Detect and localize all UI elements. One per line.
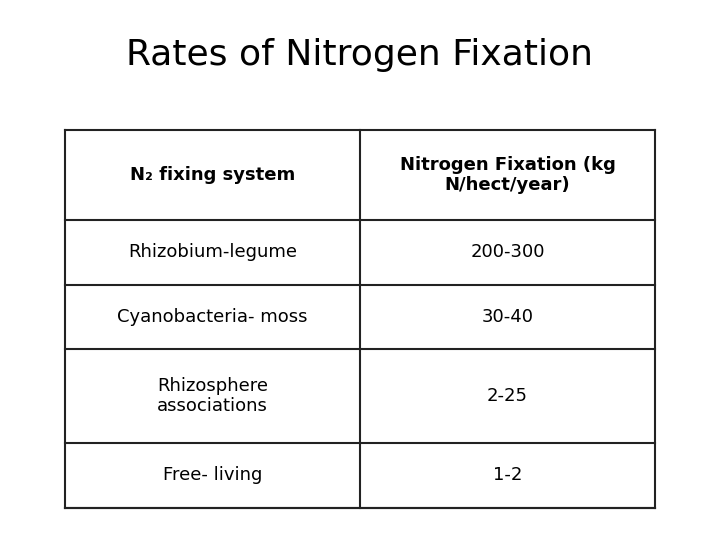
Text: N₂ fixing system: N₂ fixing system [130,166,295,184]
Text: Free- living: Free- living [163,467,262,484]
Text: 200-300: 200-300 [470,244,545,261]
Text: 1-2: 1-2 [493,467,522,484]
Text: Nitrogen Fixation (kg
N/hect/year): Nitrogen Fixation (kg N/hect/year) [400,156,616,194]
Text: Rhizosphere
associations: Rhizosphere associations [157,377,268,415]
Text: Cyanobacteria- moss: Cyanobacteria- moss [117,308,307,326]
Text: Rhizobium-legume: Rhizobium-legume [128,244,297,261]
Text: 2-25: 2-25 [487,387,528,405]
Text: Rates of Nitrogen Fixation: Rates of Nitrogen Fixation [127,38,593,72]
Text: 30-40: 30-40 [482,308,534,326]
